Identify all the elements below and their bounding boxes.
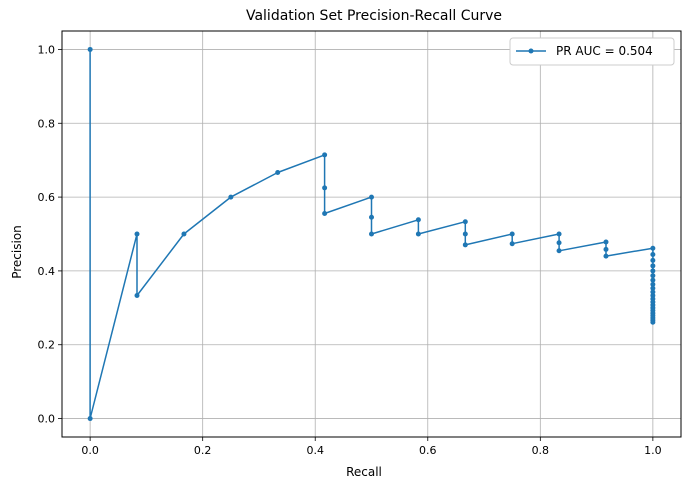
data-point (603, 239, 609, 245)
data-point (509, 241, 515, 247)
data-point (87, 416, 93, 422)
data-point (181, 231, 187, 237)
data-point (415, 217, 421, 223)
data-point (462, 242, 468, 248)
x-tick-label: 0.6 (419, 444, 437, 457)
x-tick-label: 0.8 (532, 444, 550, 457)
data-point (462, 231, 468, 237)
data-point (650, 268, 656, 274)
data-point (650, 252, 656, 258)
y-axis-label: Precision (10, 225, 24, 279)
x-tick-label: 0.4 (306, 444, 324, 457)
data-point (369, 214, 374, 220)
data-point (556, 240, 562, 246)
data-point (462, 219, 468, 225)
data-point (134, 231, 140, 237)
data-point (87, 46, 93, 52)
y-tick-label: 0.2 (38, 339, 56, 352)
legend-label: PR AUC = 0.504 (556, 44, 653, 58)
data-point (650, 289, 656, 295)
series-layer (87, 46, 656, 422)
y-tick-label: 0.4 (38, 265, 56, 278)
data-point (650, 281, 656, 287)
y-tick-label: 0.6 (38, 191, 56, 204)
x-tick-label: 0.2 (194, 444, 212, 457)
data-point (603, 246, 609, 252)
data-point (650, 277, 656, 283)
data-point (650, 257, 656, 263)
data-point (415, 231, 421, 237)
y-axis: 0.0 0.2 0.4 0.6 0.8 1.0 (38, 43, 62, 426)
x-axis: 0.0 0.2 0.4 0.6 0.8 1.0 (81, 437, 662, 457)
y-tick-label: 0.8 (38, 117, 56, 130)
data-point (322, 210, 328, 216)
x-tick-label: 0.0 (81, 444, 99, 457)
data-point (650, 245, 656, 251)
grid (62, 31, 681, 437)
x-tick-label: 1.0 (644, 444, 662, 457)
legend-point-marker (528, 48, 534, 54)
y-tick-label: 1.0 (38, 43, 56, 56)
chart-title: Validation Set Precision-Recall Curve (246, 8, 502, 24)
data-point (369, 231, 374, 237)
data-point (603, 253, 609, 259)
data-point (322, 185, 328, 191)
data-point (509, 231, 515, 237)
data-point (650, 285, 656, 291)
data-point (650, 273, 656, 279)
data-point (650, 263, 656, 269)
data-point (650, 319, 656, 325)
data-point (275, 169, 281, 175)
legend-box (509, 37, 675, 66)
legend: PR AUC = 0.504 (509, 37, 675, 66)
data-point (134, 293, 140, 299)
data-point (556, 231, 562, 237)
data-point (369, 194, 374, 200)
plot-area (61, 30, 682, 438)
data-point (322, 152, 328, 158)
data-point (228, 194, 234, 200)
data-point (556, 248, 562, 254)
x-axis-label: Recall (346, 465, 382, 479)
y-tick-label: 0.0 (38, 413, 56, 426)
